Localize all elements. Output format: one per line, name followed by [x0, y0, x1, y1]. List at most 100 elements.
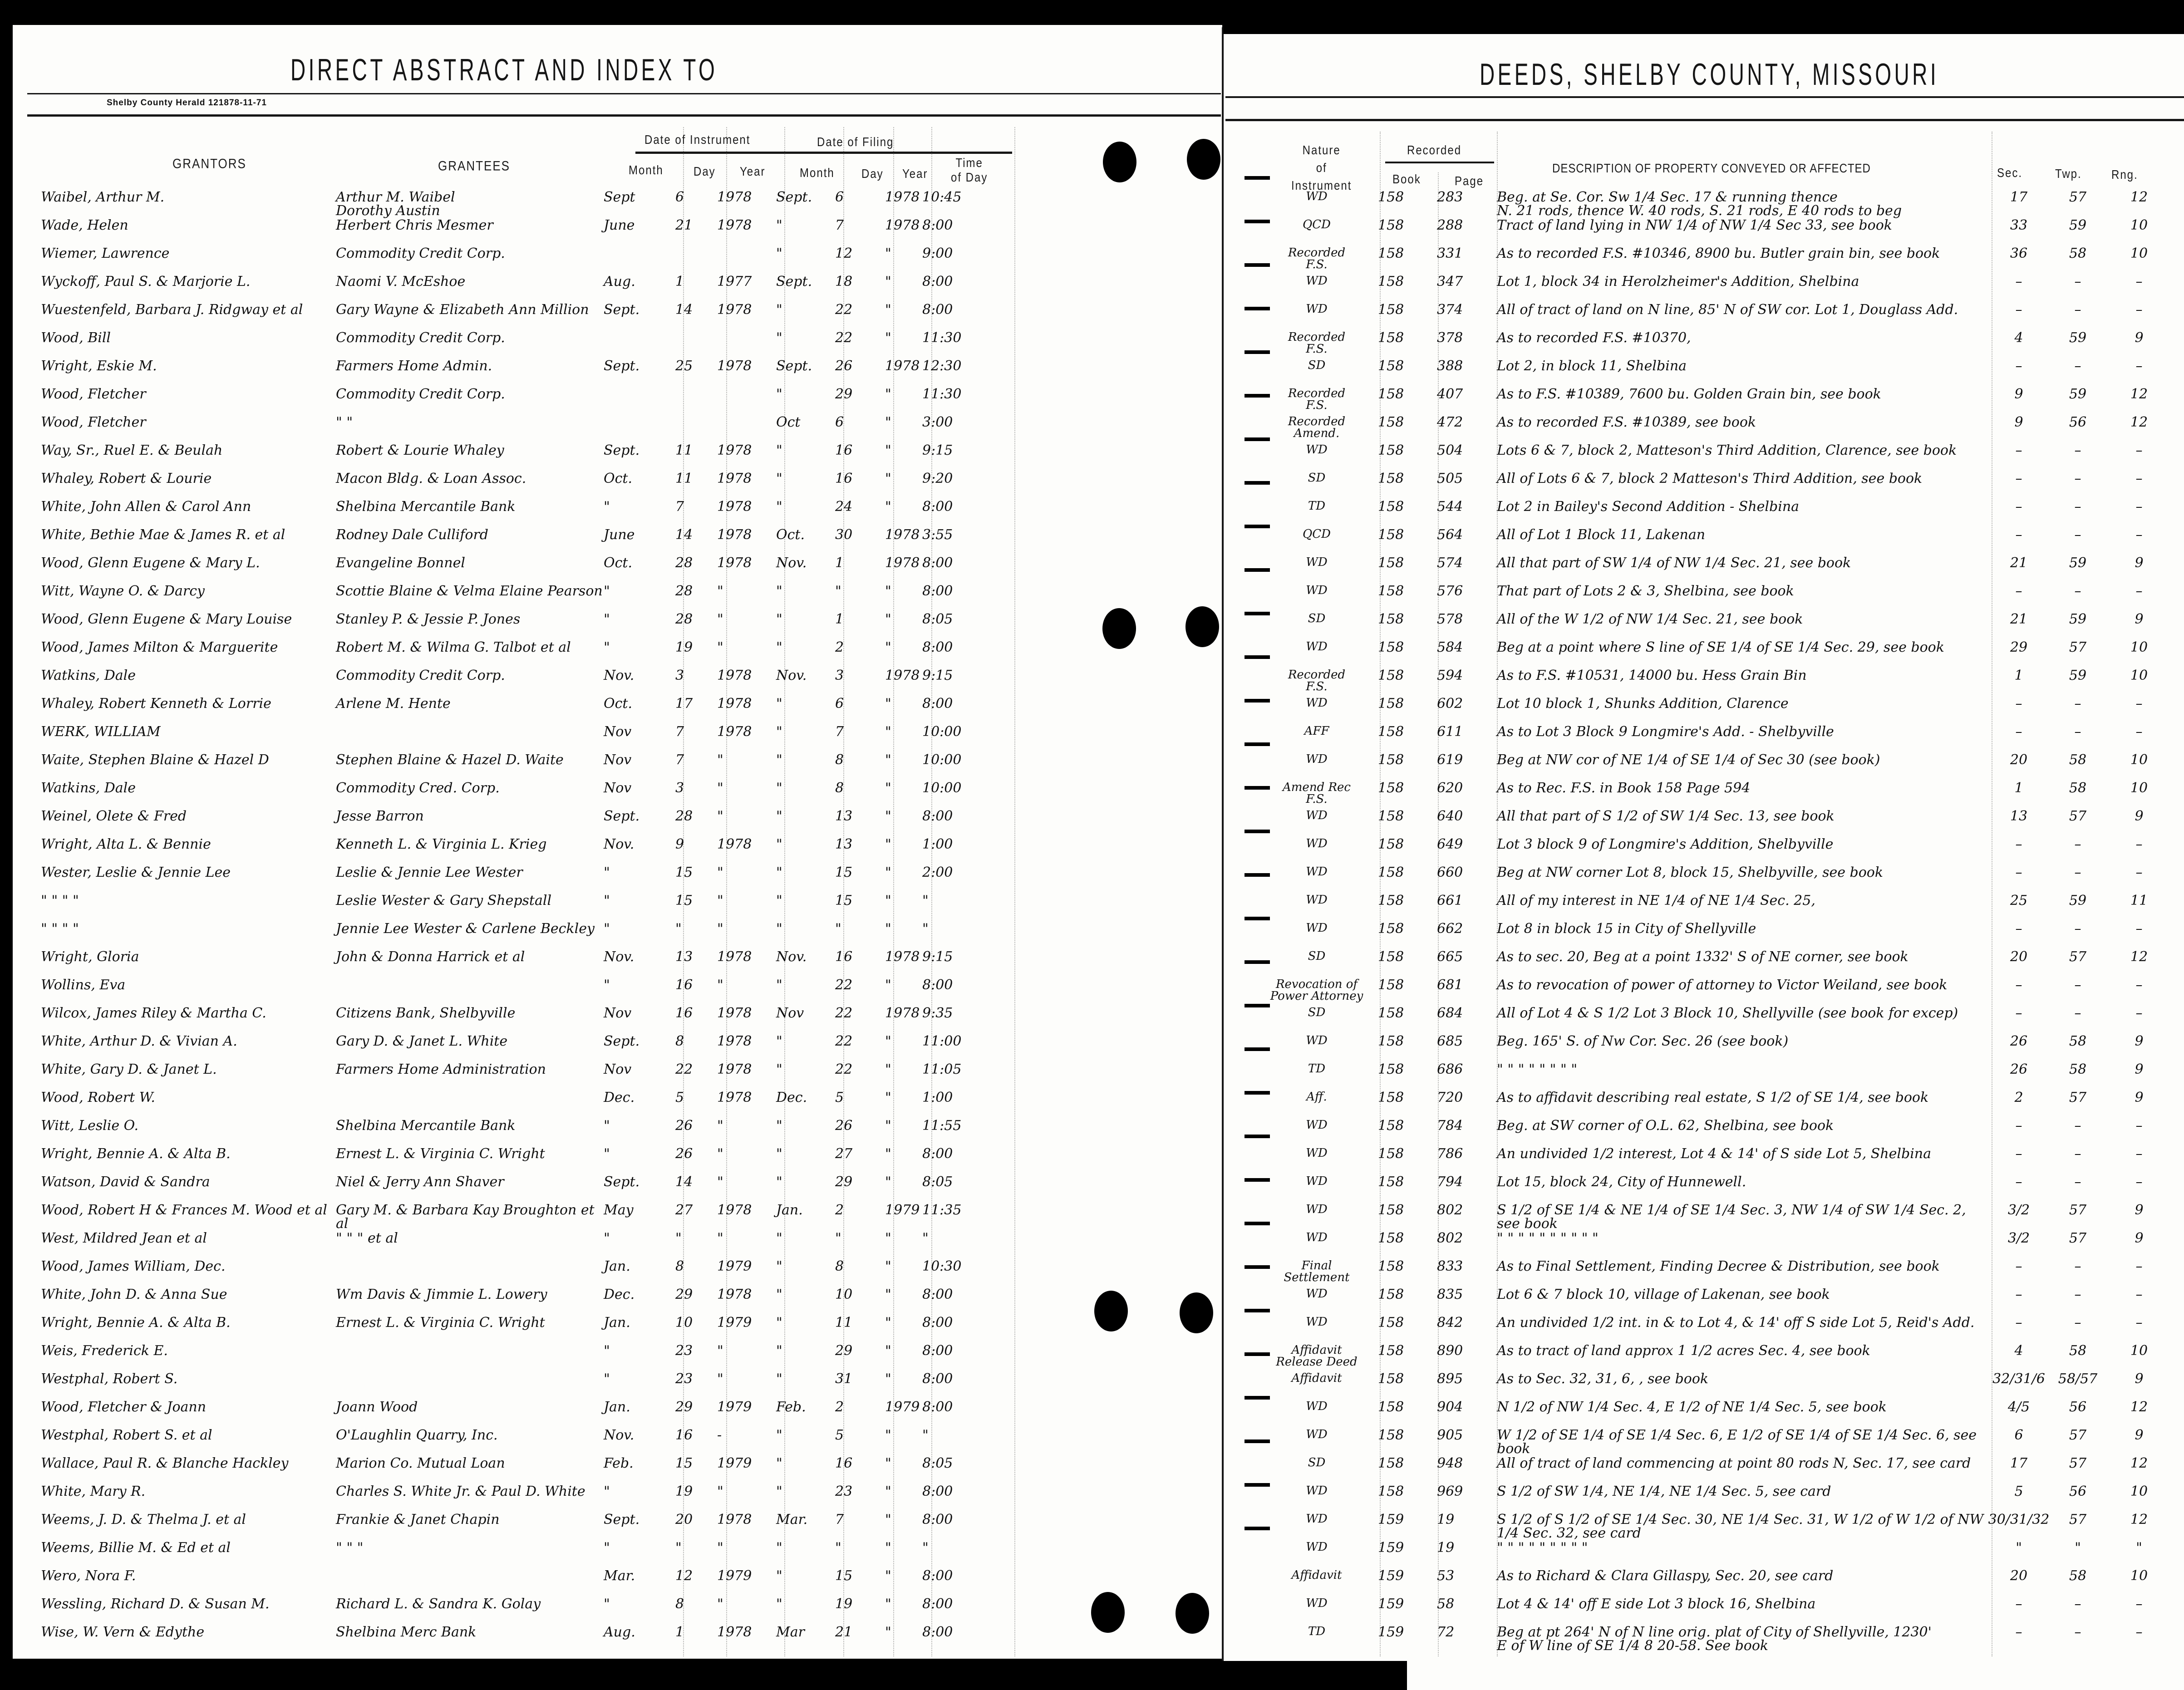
iyy-cell: 1978	[717, 527, 752, 543]
nature-cell: WD	[1306, 1118, 1328, 1132]
fm-cell: "	[776, 246, 782, 261]
sec-cell: 9	[2014, 414, 2023, 430]
nature-cell: TD	[1308, 1062, 1326, 1076]
time-cell: 8:00	[922, 1512, 953, 1528]
twp-cell: 59	[2069, 893, 2087, 909]
sec-cell: 4	[2014, 330, 2023, 346]
fdd-cell: 7	[835, 724, 844, 740]
nature-cell: WD	[1306, 190, 1328, 203]
sec-cell: 33	[2010, 217, 2028, 233]
grantor-cell: White, Bethie Mae & James R. et al	[41, 527, 285, 543]
time-cell: 8:00	[922, 217, 953, 233]
rng-cell: –	[2135, 696, 2143, 712]
rows-left: Waibel, Arthur M. Arthur M. Waibel Doroth…	[13, 191, 1222, 1654]
book-cell: 158	[1378, 865, 1404, 880]
grantee-cell: Farmers Home Admin.	[336, 358, 492, 374]
fm-cell: Nov.	[776, 668, 807, 683]
fyy-cell: "	[885, 893, 891, 909]
fdd-cell: 26	[835, 358, 853, 374]
fdd-cell: 8	[835, 752, 844, 768]
im-cell: Sept.	[604, 302, 640, 318]
ledger-row-left: Wero, Nora F. Mar. 12 1979 " 15 " 8:00	[13, 1569, 1222, 1597]
page-cell: 564	[1437, 527, 1463, 543]
left-page-title: DIRECT ABSTRACT AND INDEX TO	[290, 53, 718, 87]
page-gutter-edge	[1222, 27, 1223, 1661]
nature-cell: Affidavit Release Deed	[1276, 1343, 1358, 1369]
iyy-cell: 1978	[717, 442, 752, 458]
fyy-cell: "	[885, 1061, 891, 1077]
grantee-cell: Leslie Wester & Gary Shepstall	[336, 893, 552, 909]
rng-cell: –	[2135, 1287, 2143, 1302]
rng-cell: –	[2135, 724, 2143, 740]
time-cell: 8:00	[922, 1343, 953, 1359]
col-month-2: Month	[800, 166, 835, 180]
rng-cell: 9	[2135, 1090, 2144, 1105]
ledger-row-left: Wright, Bennie A. & Alta B. Ernest L. & V…	[13, 1316, 1222, 1344]
idd-cell: 11	[675, 442, 693, 458]
idd-cell: 8	[675, 1258, 684, 1274]
rng-cell: –	[2135, 527, 2143, 543]
page-cell: 576	[1437, 583, 1463, 599]
ledger-row-left: Weis, Frederick E. " 23 " " 29 " 8:00	[13, 1344, 1222, 1372]
fdd-cell: 13	[835, 808, 853, 824]
fyy-cell: 1979	[885, 1202, 920, 1218]
book-cell: 158	[1378, 1427, 1404, 1443]
book-cell: 158	[1378, 696, 1404, 712]
col-divider	[1014, 127, 1015, 1656]
grantor-cell: Wallace, Paul R. & Blanche Hackley	[41, 1455, 289, 1471]
ledger-row-right: QCD 158 288 Tract of land lying in NW 1/4 o…	[1224, 219, 2184, 247]
idd-cell: 28	[675, 555, 693, 571]
im-cell: "	[604, 1484, 610, 1499]
fyy-cell: "	[885, 1258, 891, 1274]
rng-cell: –	[2135, 1005, 2143, 1021]
grantee-cell: Commodity Credit Corp.	[336, 246, 505, 261]
idd-cell: 9	[675, 836, 684, 852]
book-cell: 159	[1378, 1540, 1404, 1556]
time-cell: 12:30	[922, 358, 962, 374]
grantee-cell: Arthur M. Waibel Dorothy Austin	[336, 189, 455, 219]
dates-underline	[635, 152, 1012, 154]
nature-cell: Amend Rec F.S.	[1283, 781, 1351, 806]
book-cell: 158	[1378, 217, 1404, 233]
grantee-cell: Herbert Chris Mesmer	[336, 217, 493, 233]
ledger-row-left: White, Bethie Mae & James R. et al Rodney…	[13, 528, 1222, 556]
grantor-cell: Whaley, Robert & Lourie	[41, 471, 212, 486]
grantor-cell: Wright, Alta L. & Bennie	[41, 836, 211, 852]
nature-cell: Revocation of Power Attorney	[1270, 978, 1363, 1003]
fyy-cell: "	[885, 1315, 891, 1331]
grantor-cell: Wood, Fletcher	[41, 386, 146, 402]
fdd-cell: 29	[835, 1343, 853, 1359]
im-cell: Sept.	[604, 1174, 640, 1190]
left-rule-top	[27, 93, 1221, 94]
page-cell: 681	[1437, 977, 1463, 993]
desc-cell: As to recorded F.S. #10389, see book	[1497, 414, 1756, 430]
ledger-row-right: WD 158 662 Lot 8 in block 15 in City of She…	[1224, 922, 2184, 950]
im-cell: "	[604, 1540, 610, 1556]
sec-cell: 20	[2010, 752, 2028, 768]
fyy-cell: 1978	[885, 189, 920, 205]
fyy-cell: "	[885, 386, 891, 402]
grantor-cell: Wade, Helen	[41, 217, 128, 233]
rng-cell: 9	[2135, 1202, 2144, 1218]
twp-cell: –	[2074, 1287, 2081, 1302]
book-cell: 158	[1378, 752, 1404, 768]
book-cell: 158	[1378, 1146, 1404, 1162]
col-divider	[1380, 132, 1381, 1656]
page-cell: 388	[1437, 358, 1463, 374]
twp-cell: –	[2074, 499, 2081, 515]
ledger-row-right: WD 158 640 All that part of S 1/2 of SW 1/4…	[1224, 810, 2184, 838]
book-cell: 158	[1378, 836, 1404, 852]
twp-cell: 59	[2069, 611, 2087, 627]
rng-cell: 12	[2130, 1512, 2148, 1528]
rng-cell: 10	[2130, 1343, 2148, 1359]
col-description: DESCRIPTION OF PROPERTY CONVEYED OR AFFE…	[1552, 161, 1871, 176]
fyy-cell: "	[885, 977, 891, 993]
ledger-row-left: Wiemer, Lawrence Commodity Credit Corp. " 1…	[13, 247, 1222, 275]
twp-cell: 57	[2069, 639, 2087, 655]
sec-cell: –	[2015, 274, 2022, 290]
col-day-1: Day	[694, 164, 716, 179]
fm-cell: Oct.	[776, 527, 805, 543]
time-cell: 8:00	[922, 274, 953, 290]
iyy-cell: "	[717, 639, 723, 655]
desc-cell: As to sec. 20, Beg at a point 1332' S of…	[1497, 949, 1909, 965]
